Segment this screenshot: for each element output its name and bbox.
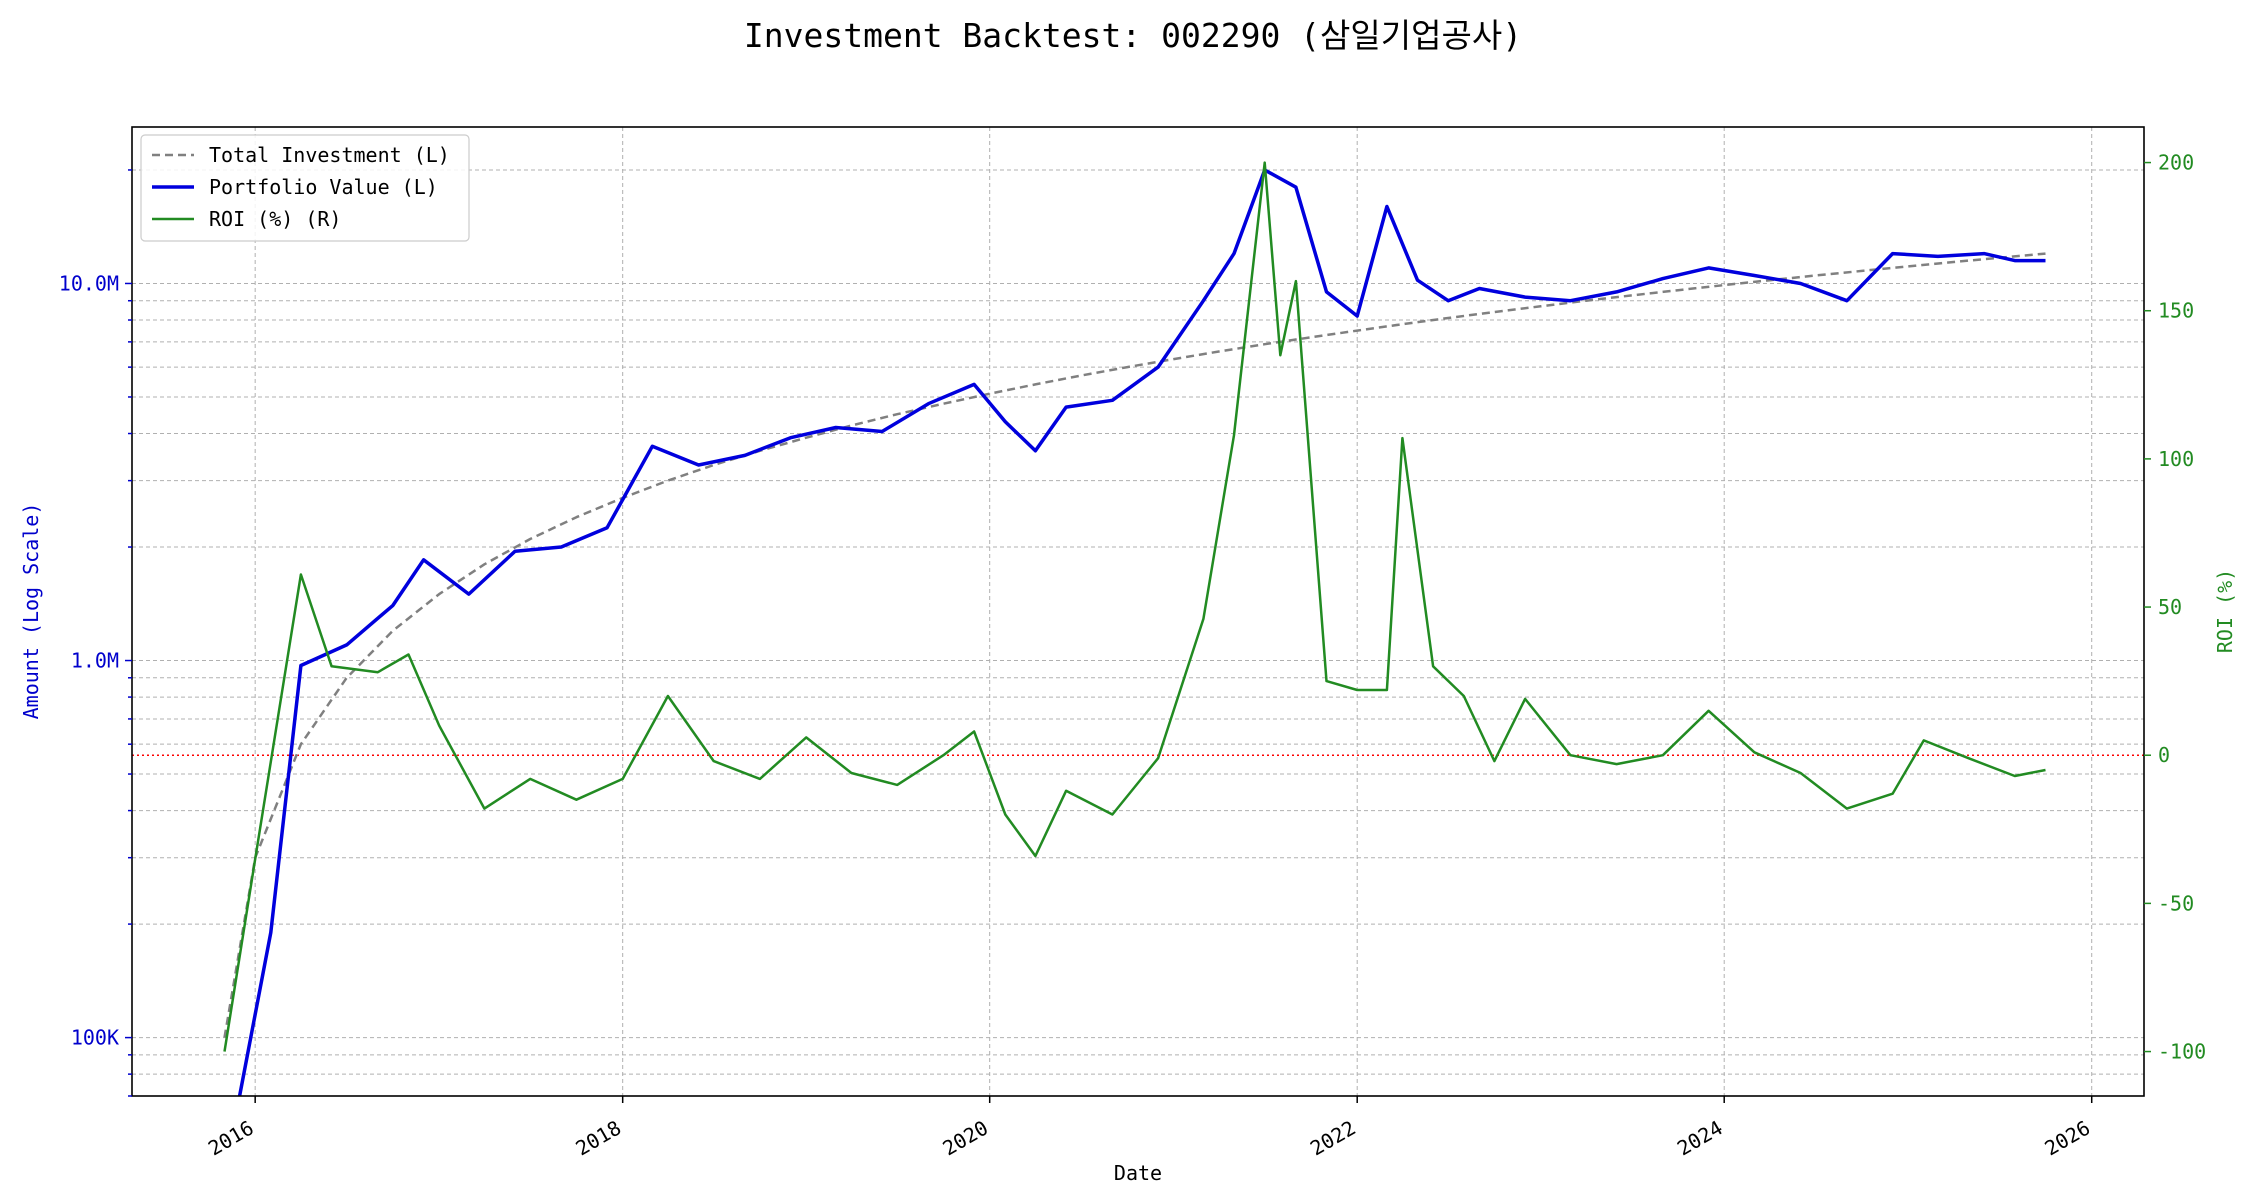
legend-label-portfolio: Portfolio Value (L) — [209, 175, 438, 199]
legend-box — [140, 134, 470, 242]
right-y-tick-label: 200 — [2158, 151, 2194, 175]
right-y-tick-label: -100 — [2158, 1040, 2206, 1064]
x-tick-label: 2016 — [204, 1116, 258, 1161]
left-axis-label: Amount (Log Scale) — [19, 503, 43, 720]
right-y-tick-label: 100 — [2158, 447, 2194, 471]
legend: Total Investment (L) Portfolio Value (L)… — [140, 134, 470, 242]
x-tick-label: 2026 — [2040, 1116, 2094, 1161]
roi-line — [223, 161, 2046, 1052]
right-y-tick-label: -50 — [2158, 891, 2194, 915]
right-y-tick-label: 0 — [2158, 743, 2170, 767]
left-y-tick-label: 100K — [71, 1026, 119, 1050]
series-layer — [223, 161, 2046, 1097]
x-axis-label: Date — [1114, 1161, 1162, 1185]
x-tick-label: 2022 — [1306, 1116, 1360, 1161]
x-axis: 2016 2018 2020 2022 2024 2026 — [204, 1096, 2094, 1160]
right-y-tick-label: 150 — [2158, 299, 2194, 323]
right-y-axis: -100 -50 0 50 100 150 200 — [2144, 151, 2206, 1064]
left-y-tick-label: 10.0M — [59, 271, 119, 295]
right-axis-label: ROI (%) — [2213, 569, 2237, 653]
x-tick-label: 2020 — [938, 1116, 992, 1161]
right-y-tick-label: 50 — [2158, 595, 2182, 619]
left-y-axis: 100K 1.0M 10.0M — [59, 169, 132, 1097]
chart-title: Investment Backtest: 002290 (삼일기업공사) — [744, 16, 1522, 55]
left-y-tick-label: 1.0M — [71, 649, 119, 673]
total-investment-line — [223, 252, 2046, 1038]
grid — [132, 127, 2144, 1097]
portfolio-value-line — [237, 168, 2046, 1097]
legend-label-roi: ROI (%) (R) — [209, 207, 341, 231]
plot-frame — [131, 126, 2145, 1097]
x-tick-label: 2018 — [571, 1116, 625, 1161]
x-tick-label: 2024 — [1673, 1116, 1727, 1161]
legend-label-investment: Total Investment (L) — [209, 143, 450, 167]
